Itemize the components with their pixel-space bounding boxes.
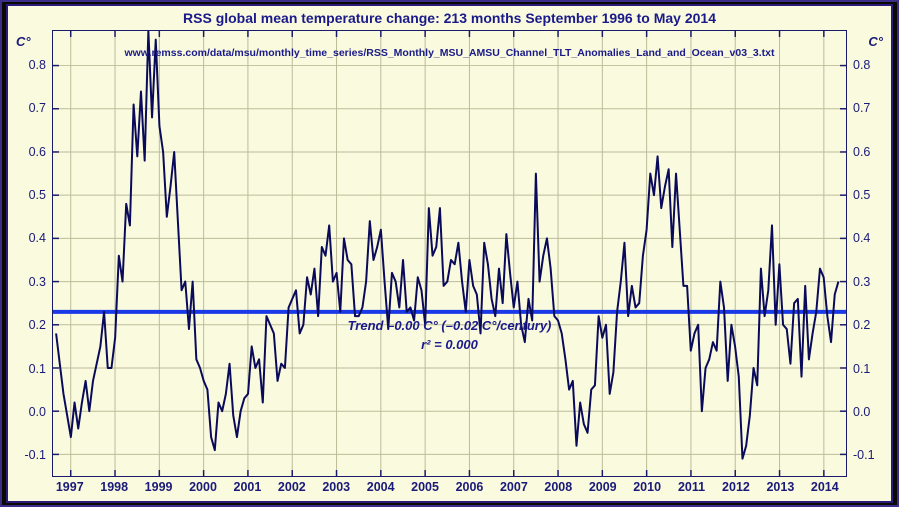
y-tick-label: 0.2 bbox=[29, 318, 46, 332]
y-tick-label: 0.1 bbox=[853, 362, 870, 376]
x-tick-label: 1998 bbox=[100, 480, 128, 494]
data-source-url: www.remss.com/data/msu/monthly_time_seri… bbox=[53, 47, 846, 59]
x-tick-label: 2004 bbox=[367, 480, 395, 494]
x-tick-label: 2003 bbox=[322, 480, 350, 494]
x-tick-label: 2014 bbox=[811, 480, 839, 494]
y-tick-label: -0.1 bbox=[24, 448, 46, 462]
y-tick-label: 0.8 bbox=[853, 58, 870, 72]
y-tick-label: 0.6 bbox=[29, 145, 46, 159]
y-tick-label: 0.5 bbox=[853, 188, 870, 202]
y-tick-label: 0.7 bbox=[29, 101, 46, 115]
chart-outer: RSS global mean temperature change: 213 … bbox=[0, 0, 899, 507]
y-tick-label: 0.4 bbox=[29, 231, 46, 245]
chart-title: RSS global mean temperature change: 213 … bbox=[8, 10, 891, 26]
x-tick-label: 1997 bbox=[56, 480, 84, 494]
trend-label: Trend –0.00 C° (–0.02 C°/century) bbox=[53, 318, 846, 333]
x-tick-label: 2002 bbox=[278, 480, 306, 494]
x-tick-label: 2001 bbox=[234, 480, 262, 494]
x-tick-label: 2011 bbox=[678, 480, 705, 494]
chart-frame: RSS global mean temperature change: 213 … bbox=[6, 4, 893, 503]
x-tick-label: 2006 bbox=[456, 480, 484, 494]
y-tick-label: 0.7 bbox=[853, 101, 870, 115]
y-tick-label: -0.1 bbox=[853, 448, 875, 462]
y-axis-label-left: C° bbox=[16, 34, 31, 49]
x-tick-label: 2013 bbox=[766, 480, 794, 494]
y-tick-label: 0.8 bbox=[29, 58, 46, 72]
y-tick-label: 0.0 bbox=[853, 405, 870, 419]
x-tick-label: 2000 bbox=[189, 480, 217, 494]
x-tick-label: 2009 bbox=[589, 480, 617, 494]
y-tick-label: 0.3 bbox=[29, 275, 46, 289]
x-tick-label: 2010 bbox=[633, 480, 661, 494]
y-axis-label-right: C° bbox=[868, 34, 883, 49]
y-tick-label: 0.5 bbox=[29, 188, 46, 202]
x-tick-label: 1999 bbox=[145, 480, 173, 494]
r2-label: r² = 0.000 bbox=[53, 337, 846, 352]
y-tick-label: 0.1 bbox=[29, 362, 46, 376]
y-tick-label: 0.3 bbox=[853, 275, 870, 289]
x-tick-label: 2005 bbox=[411, 480, 439, 494]
x-tick-label: 2008 bbox=[544, 480, 572, 494]
y-tick-label: 0.2 bbox=[853, 318, 870, 332]
y-tick-label: 0.0 bbox=[29, 405, 46, 419]
chart-svg bbox=[53, 31, 846, 476]
y-tick-label: 0.4 bbox=[853, 231, 870, 245]
plot-area: www.remss.com/data/msu/monthly_time_seri… bbox=[52, 30, 847, 477]
x-tick-label: 2007 bbox=[500, 480, 528, 494]
y-tick-label: 0.6 bbox=[853, 145, 870, 159]
x-tick-label: 2012 bbox=[722, 480, 750, 494]
